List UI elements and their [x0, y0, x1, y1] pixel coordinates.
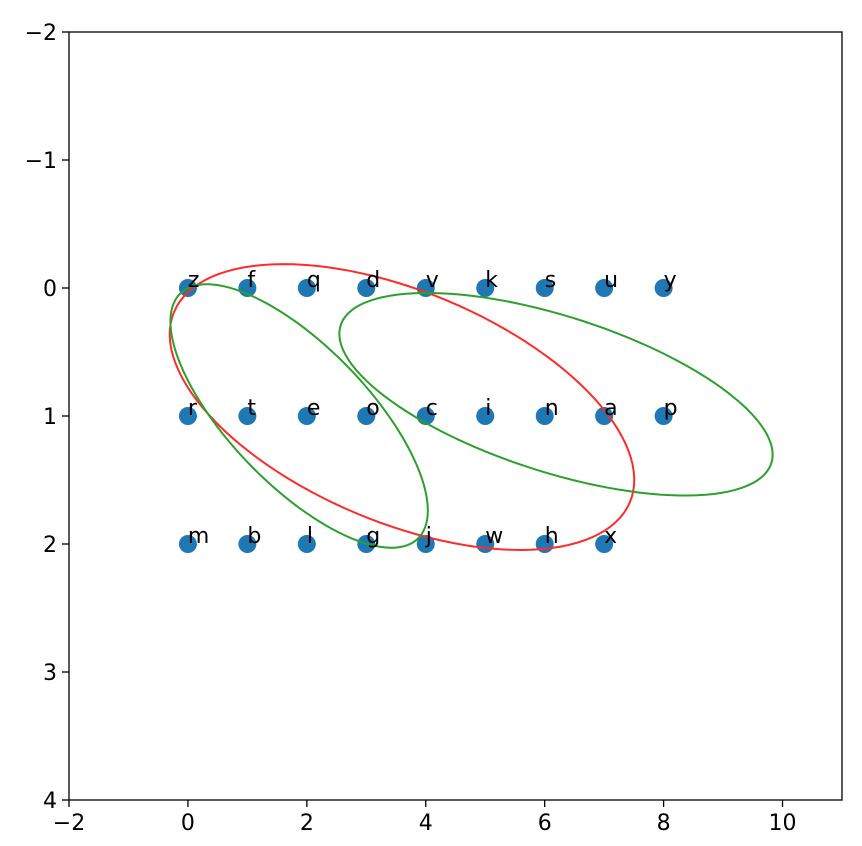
x-tick-label: 10	[769, 811, 797, 836]
point-label: z	[188, 268, 200, 293]
y-tick-label: 3	[43, 661, 57, 686]
point	[595, 407, 614, 425]
point	[654, 407, 673, 425]
point	[297, 407, 316, 425]
x-tick-label: 6	[538, 811, 552, 836]
point-label: e	[307, 396, 321, 421]
point	[476, 407, 495, 425]
point-label: f	[247, 268, 256, 293]
point	[595, 279, 614, 297]
ellipse	[338, 291, 774, 497]
point-label: c	[426, 396, 438, 421]
point-label: a	[604, 396, 617, 421]
y-tick-label: −1	[25, 149, 57, 174]
point-label: g	[366, 524, 380, 549]
point	[357, 407, 376, 425]
point-label: v	[426, 268, 439, 293]
point-label: p	[664, 396, 678, 421]
point	[238, 407, 257, 425]
point-label: k	[485, 268, 498, 293]
point-label: x	[604, 524, 617, 549]
point	[357, 279, 376, 297]
point-label: q	[307, 268, 321, 293]
x-tick-label: 4	[419, 811, 433, 836]
point	[535, 407, 554, 425]
point	[297, 279, 316, 297]
y-tick-label: 4	[43, 789, 57, 814]
point-label: i	[485, 396, 491, 421]
x-tick-label: −2	[53, 811, 85, 836]
point-label: o	[366, 396, 379, 421]
point	[178, 535, 197, 553]
point-label: u	[604, 268, 618, 293]
point-label: w	[485, 524, 503, 549]
point-label: b	[247, 524, 261, 549]
point-label: s	[545, 268, 556, 293]
point	[416, 535, 435, 553]
point-label: l	[307, 524, 313, 549]
y-tick-label: −2	[25, 21, 57, 46]
point-label: j	[425, 524, 432, 549]
y-tick-label: 1	[43, 405, 57, 430]
point	[178, 407, 197, 425]
point	[654, 279, 673, 297]
point-label: n	[545, 396, 559, 421]
point	[476, 279, 495, 297]
x-tick-label: 2	[300, 811, 314, 836]
y-tick-label: 2	[43, 533, 57, 558]
point-label: d	[366, 268, 380, 293]
y-tick-label: 0	[43, 277, 57, 302]
point-label: y	[664, 268, 677, 293]
point	[297, 535, 316, 553]
point-label: m	[188, 524, 209, 549]
point	[535, 279, 554, 297]
point-label: r	[188, 396, 198, 421]
point-label: h	[545, 524, 559, 549]
point	[595, 535, 614, 553]
x-tick-label: 0	[181, 811, 195, 836]
x-tick-label: 8	[657, 811, 671, 836]
point-label: t	[247, 396, 256, 421]
point	[238, 535, 257, 553]
ellipse	[168, 263, 636, 551]
ellipse	[169, 283, 429, 549]
